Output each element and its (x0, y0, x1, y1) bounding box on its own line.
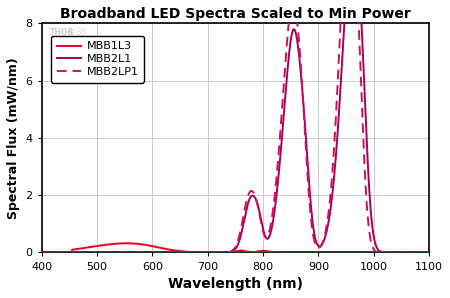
MBB1L3 (124, 241, 130, 245)
MBB2LP1 (188, 251, 193, 254)
MBB2LP1 (426, 251, 432, 254)
MBB2L1 (188, 251, 193, 254)
MBB2LP1 (83, 251, 89, 254)
MBB2LP1 (377, 251, 382, 254)
MBB1L3 (377, 251, 382, 254)
X-axis label: Wavelength (nm): Wavelength (nm) (168, 277, 303, 291)
MBB2LP1 (204, 251, 210, 254)
MBB1L3 (426, 251, 432, 254)
MBB2L1 (204, 251, 210, 254)
Text: LABS: LABS (67, 28, 86, 37)
MBB2L1 (377, 249, 382, 253)
Title: Broadband LED Spectra Scaled to Min Power: Broadband LED Spectra Scaled to Min Powe… (60, 7, 411, 21)
MBB1L3 (83, 246, 89, 249)
MBB1L3 (39, 251, 45, 254)
Line: MBB2LP1: MBB2LP1 (42, 0, 429, 252)
MBB2LP1 (39, 251, 45, 254)
Line: MBB1L3: MBB1L3 (42, 243, 429, 252)
MBB2L1 (83, 251, 89, 254)
MBB2L1 (39, 251, 45, 254)
MBB1L3 (204, 251, 210, 254)
Text: THOR: THOR (50, 28, 74, 37)
Line: MBB2L1: MBB2L1 (42, 0, 429, 252)
MBB2LP1 (106, 251, 112, 254)
Y-axis label: Spectral Flux (mW/nm): Spectral Flux (mW/nm) (7, 57, 20, 219)
Legend: MBB1L3, MBB2L1, MBB2LP1: MBB1L3, MBB2L1, MBB2LP1 (51, 36, 144, 83)
MBB1L3 (419, 251, 424, 254)
MBB2LP1 (419, 251, 424, 254)
MBB2L1 (426, 251, 432, 254)
MBB2L1 (419, 251, 424, 254)
MBB1L3 (106, 243, 112, 246)
MBB2L1 (106, 251, 112, 254)
MBB1L3 (188, 250, 193, 254)
